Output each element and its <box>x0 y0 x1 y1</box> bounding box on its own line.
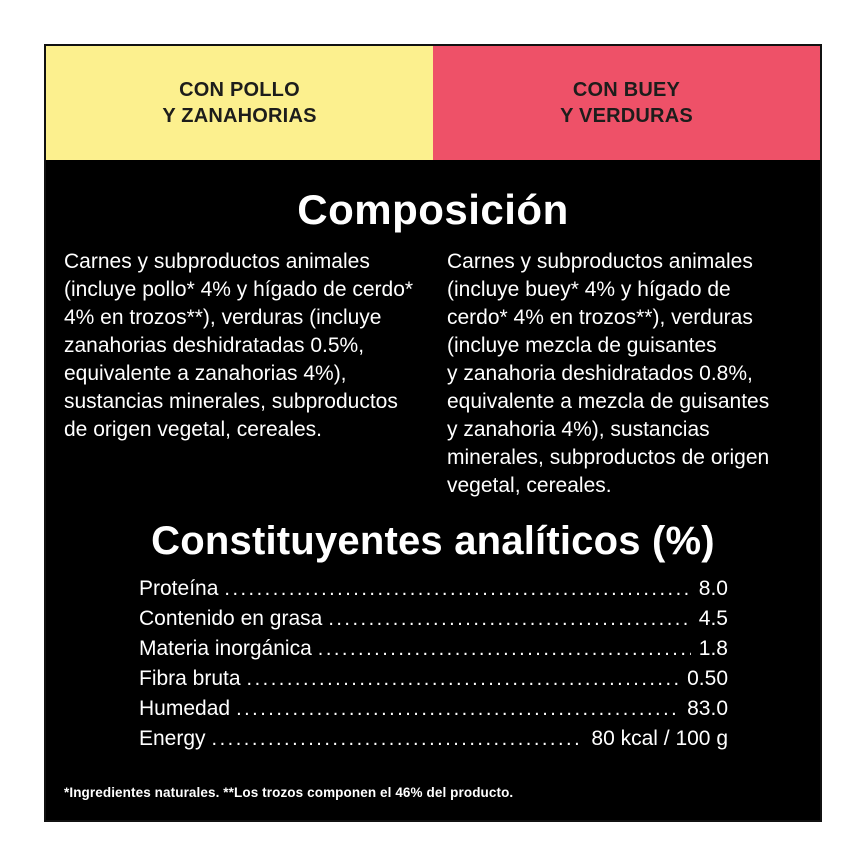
table-row-contenido-en-grasa: Contenido en grasa 4.5 <box>139 604 728 634</box>
row-value: 8.0 <box>698 577 728 600</box>
row-value: 4.5 <box>698 607 728 630</box>
composition-column-right: Carnes y subproductos animales (incluye … <box>447 250 770 497</box>
row-label: Materia inorgánica <box>139 637 312 660</box>
dotted-leader <box>212 724 584 754</box>
composition-column-left: Carnes y subproductos animales (incluye … <box>64 250 414 441</box>
table-row-humedad: Humedad 83.0 <box>139 694 728 724</box>
table-row-fibra-bruta: Fibra bruta 0.50 <box>139 664 728 694</box>
row-value: 0.50 <box>687 667 728 690</box>
table-row-energy: Energy 80 kcal / 100 g <box>139 724 728 754</box>
row-label: Proteína <box>139 577 219 600</box>
dotted-leader <box>224 574 690 604</box>
dotted-leader <box>247 664 680 694</box>
analytical-constituents-title: Constituyentes analíticos (%) <box>151 519 715 563</box>
row-label: Fibra bruta <box>139 667 241 690</box>
row-value: 1.8 <box>698 637 728 660</box>
row-label: Contenido en grasa <box>139 607 323 630</box>
dotted-leader <box>236 694 679 724</box>
tab-con-buey-y-verduras: CON BUEY Y VERDURAS <box>433 46 820 160</box>
dotted-leader <box>318 634 691 664</box>
composition-columns: Carnes y subproductos animales (incluye … <box>46 248 820 500</box>
product-info-panel: CON POLLO Y ZANAHORIAS CON BUEY Y VERDUR… <box>44 44 822 822</box>
analytical-constituents-table: Proteína 8.0 Contenido en grasa 4.5 Mate… <box>139 574 728 754</box>
composition-title: Composición <box>297 186 569 233</box>
tab-con-buey-label: CON BUEY Y VERDURAS <box>560 79 693 127</box>
dotted-leader <box>328 604 690 634</box>
row-label: Energy <box>139 727 206 750</box>
tab-con-pollo-y-zanahorias: CON POLLO Y ZANAHORIAS <box>46 46 433 160</box>
table-row-proteina: Proteína 8.0 <box>139 574 728 604</box>
row-value: 83.0 <box>687 697 728 720</box>
row-label: Humedad <box>139 697 231 720</box>
footnote: *Ingredientes naturales. **Los trozos co… <box>64 785 514 800</box>
variant-tabs: CON POLLO Y ZANAHORIAS CON BUEY Y VERDUR… <box>46 46 820 160</box>
row-value: 80 kcal / 100 g <box>591 727 728 750</box>
tab-con-pollo-label: CON POLLO Y ZANAHORIAS <box>162 79 317 127</box>
table-row-materia-inorganica: Materia inorgánica 1.8 <box>139 634 728 664</box>
